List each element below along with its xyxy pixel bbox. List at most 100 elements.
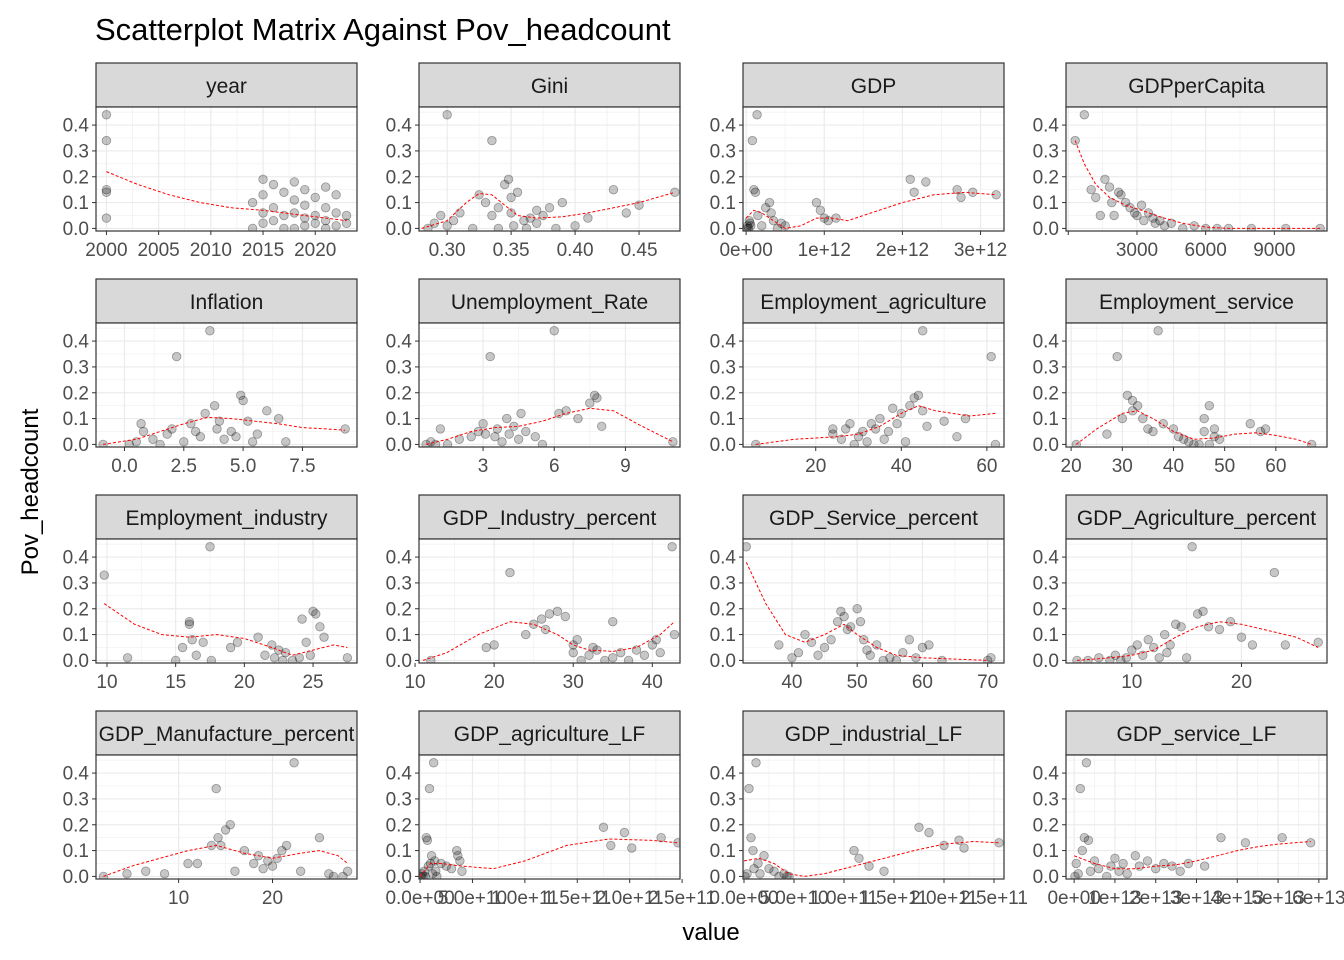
panel-border [95, 322, 358, 448]
panel-background [419, 755, 680, 879]
y-tick-label: 0.0 [1033, 435, 1059, 456]
data-point [192, 858, 203, 869]
data-point [766, 208, 776, 218]
x-tick-label: 10 [1121, 672, 1142, 693]
y-tick-label: 0.0 [386, 867, 412, 888]
x-tick-label: 70 [977, 672, 998, 693]
data-point [1079, 110, 1090, 120]
data-point [1104, 182, 1115, 192]
gridlines [96, 323, 357, 447]
data-point [162, 429, 172, 439]
data-point [1114, 866, 1124, 876]
data-point [608, 184, 619, 195]
data-point [828, 424, 838, 434]
data-point [122, 653, 133, 663]
data-point [743, 869, 752, 879]
data-point [854, 853, 864, 864]
data-point [748, 845, 758, 856]
x-tick-label: 3000 [1116, 240, 1158, 261]
y-tick-label: 0.4 [1033, 116, 1060, 137]
data-point [1134, 861, 1145, 871]
data-point [216, 840, 226, 851]
data-point [1269, 567, 1280, 578]
data-point [247, 223, 258, 231]
data-point [600, 655, 610, 663]
data-point [253, 632, 263, 642]
data-point [281, 840, 292, 851]
data-point [493, 223, 504, 231]
panel-GDP_Service_percent: GDP_Service_percent 0.0 0.1 0.2 0.3 0.4 40 50 60… [710, 494, 1005, 693]
data-point [170, 655, 181, 663]
data-point [606, 840, 616, 851]
panel-Unemployment_Rate: Unemployment_Rate 0.0 0.1 0.2 0.3 0.4 3 6 9 [386, 278, 681, 477]
smooth-line [745, 562, 988, 661]
data-point [231, 431, 241, 442]
y-tick-label: 0.3 [63, 357, 89, 378]
data-point [457, 866, 467, 876]
data-point [875, 413, 885, 424]
points [98, 326, 350, 447]
data-point [1212, 223, 1222, 231]
y-tick-label: 0.4 [386, 548, 413, 569]
data-point [922, 421, 932, 432]
y-tick-label: 0.0 [63, 651, 89, 672]
data-point [278, 655, 288, 663]
y-tick-label: 0.2 [1033, 599, 1059, 620]
data-point [592, 393, 602, 403]
data-point [743, 223, 754, 231]
x-tick-label: 2e+12 [876, 240, 929, 261]
panel-border [742, 106, 1005, 232]
panel-border [742, 538, 1005, 664]
data-point [505, 567, 515, 578]
data-point [769, 866, 779, 876]
x-tick-label: 60 [976, 456, 997, 477]
strip-label: year [206, 75, 247, 98]
data-point [746, 832, 756, 843]
data-point [219, 434, 229, 444]
data-point [258, 218, 268, 228]
data-point [1187, 542, 1197, 552]
x-tick-label: 2015 [242, 240, 284, 261]
data-point [1199, 413, 1209, 424]
y-tick-label: 0.1 [710, 625, 736, 646]
panel-border [1065, 538, 1328, 664]
panel-GDP_Industry_percent: GDP_Industry_percent 0.0 0.1 0.2 0.3 0.4 10 20 3… [386, 494, 681, 693]
x-tick-label: 5.0 [230, 456, 256, 477]
data-point [138, 426, 149, 437]
x-tick-label: 6e+13 [1292, 888, 1344, 909]
data-point [426, 851, 437, 861]
data-point [1106, 861, 1116, 871]
data-point [481, 642, 491, 653]
y-tick-label: 0.1 [710, 193, 736, 214]
data-point [1138, 413, 1148, 424]
x-tick-label: 20 [262, 888, 283, 909]
data-point [532, 218, 542, 228]
data-point [300, 200, 310, 210]
y-tick-label: 0.3 [710, 573, 736, 594]
panel-Employment_service: Employment_service 0.0 0.1 0.2 0.3 0.4 20 30 40 5… [1033, 278, 1328, 477]
smooth-line [422, 621, 675, 661]
data-point [842, 624, 853, 635]
data-point [310, 192, 320, 203]
data-point [597, 421, 607, 432]
data-point [177, 642, 188, 653]
data-point [592, 645, 602, 655]
data-point [815, 205, 826, 216]
data-point [225, 642, 236, 653]
x-tick-label: 9000 [1253, 240, 1295, 261]
data-point [905, 174, 915, 185]
data-point [1170, 619, 1181, 629]
data-point [1167, 861, 1177, 871]
data-point [753, 858, 763, 869]
gridlines [743, 323, 1004, 447]
y-tick-label: 0.0 [386, 651, 412, 672]
data-point [480, 197, 491, 208]
data-point [512, 187, 523, 197]
data-point [432, 871, 442, 879]
x-tick-label: 1.0e+11 [810, 888, 878, 909]
strip-background [418, 710, 681, 756]
x-tick-label: 2020 [294, 240, 336, 261]
data-point [752, 110, 762, 120]
x-tick-label: 0.0e+00 [385, 888, 454, 909]
data-point [136, 419, 146, 429]
